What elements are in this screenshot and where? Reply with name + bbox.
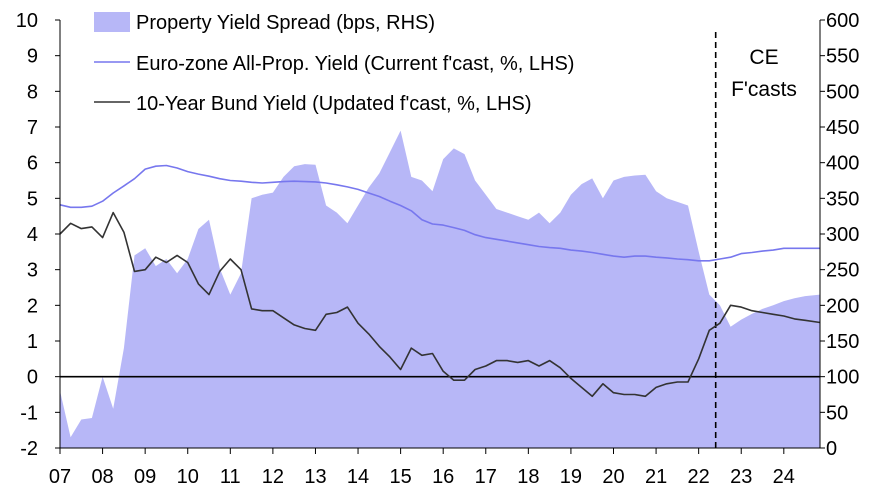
x-tick-label: 07 — [49, 466, 71, 488]
forecast-label-line-2: F'casts — [731, 78, 797, 101]
right-tick-label: 0 — [826, 438, 837, 460]
legend-label-bund: 10-Year Bund Yield (Updated f'cast, %, L… — [136, 93, 532, 115]
x-tick-label: 10 — [177, 466, 199, 488]
x-tick-label: 21 — [645, 466, 667, 488]
left-tick-label: 4 — [27, 224, 38, 246]
x-tick-label: 24 — [773, 466, 795, 488]
left-tick-label: -2 — [20, 438, 38, 460]
x-tick-label: 17 — [475, 466, 497, 488]
series-euro-zone-yield-line — [59, 164, 820, 262]
spread-area-layer — [60, 130, 820, 448]
left-tick-label: -1 — [20, 402, 38, 424]
legend-label-euro: Euro-zone All-Prop. Yield (Current f'cas… — [136, 53, 574, 75]
x-tick-label: 16 — [432, 466, 454, 488]
x-tick-label: 15 — [389, 466, 411, 488]
forecast-layer: CE F'casts — [714, 32, 797, 448]
axes-layer: -2-1012345678910050100150200250300350400… — [16, 10, 860, 488]
left-tick-label: 7 — [27, 117, 38, 139]
left-tick-label: 10 — [16, 10, 38, 32]
line-series-layer — [59, 164, 821, 398]
legend-swatch-spread — [94, 12, 130, 32]
right-tick-label: 500 — [826, 81, 859, 103]
right-tick-label: 400 — [826, 153, 859, 175]
left-tick-label: 0 — [27, 367, 38, 389]
x-tick-label: 12 — [262, 466, 284, 488]
right-tick-label: 50 — [826, 402, 848, 424]
x-tick-label: 23 — [730, 466, 752, 488]
right-tick-label: 600 — [826, 10, 859, 32]
left-tick-label: 2 — [27, 295, 38, 317]
series-bund-yield-line — [59, 211, 821, 398]
x-tick-label: 08 — [91, 466, 113, 488]
series-spread-area — [60, 130, 820, 448]
x-tick-label: 19 — [560, 466, 582, 488]
x-tick-label: 18 — [517, 466, 539, 488]
left-tick-label: 1 — [27, 331, 38, 353]
left-tick-label: 5 — [27, 188, 38, 210]
x-tick-label: 09 — [134, 466, 156, 488]
right-tick-label: 250 — [826, 260, 859, 282]
legend-label-spread: Property Yield Spread (bps, RHS) — [136, 12, 435, 34]
x-tick-label: 20 — [602, 466, 624, 488]
x-tick-label: 14 — [347, 466, 369, 488]
right-tick-label: 350 — [826, 188, 859, 210]
forecast-label-line-1: CE — [749, 46, 778, 69]
right-tick-label: 300 — [826, 224, 859, 246]
left-tick-label: 8 — [27, 81, 38, 103]
left-tick-label: 9 — [27, 46, 38, 68]
left-tick-label: 3 — [27, 260, 38, 282]
left-tick-label: 6 — [27, 153, 38, 175]
right-tick-label: 450 — [826, 117, 859, 139]
legend: Property Yield Spread (bps, RHS) Euro-zo… — [94, 12, 574, 115]
x-tick-label: 13 — [304, 466, 326, 488]
right-tick-label: 150 — [826, 331, 859, 353]
right-tick-label: 200 — [826, 295, 859, 317]
right-tick-label: 100 — [826, 367, 859, 389]
x-tick-label: 22 — [688, 466, 710, 488]
x-tick-label: 11 — [220, 466, 241, 488]
right-tick-label: 550 — [826, 46, 859, 68]
